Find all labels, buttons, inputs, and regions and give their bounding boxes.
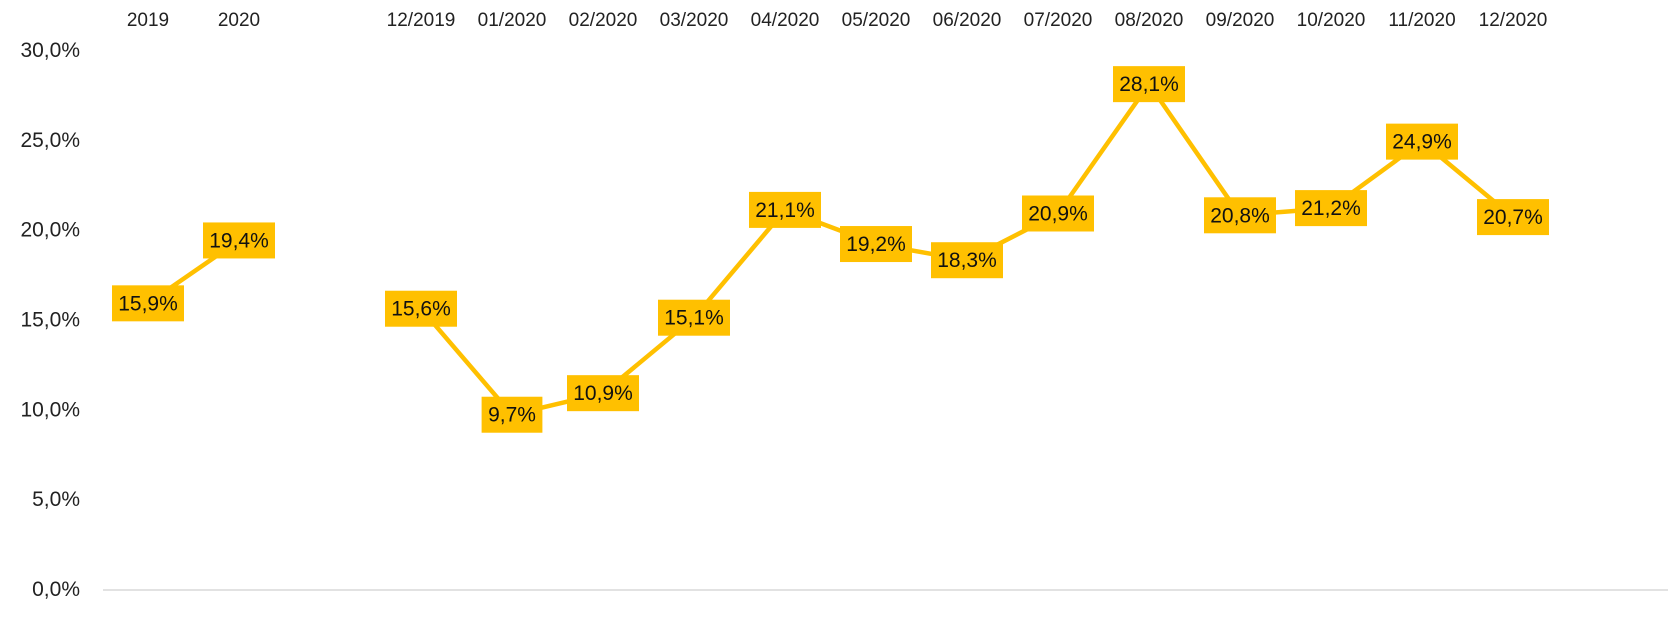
y-tick-label: 0,0% xyxy=(32,578,80,601)
data-label-box xyxy=(1204,197,1276,234)
data-label-box xyxy=(385,290,457,327)
data-label-text: 9,7% xyxy=(488,404,536,427)
data-label: 19,2% xyxy=(840,226,912,263)
data-label-text: 19,4% xyxy=(209,229,269,252)
x-tick-label: 02/2020 xyxy=(569,10,638,31)
data-label-box xyxy=(567,375,639,412)
data-label-box xyxy=(481,396,543,433)
x-tick-label: 07/2020 xyxy=(1024,10,1093,31)
data-label-box xyxy=(1386,123,1458,160)
data-label-text: 15,1% xyxy=(664,307,724,330)
data-label-box xyxy=(1113,66,1185,103)
data-label: 15,1% xyxy=(658,299,730,336)
data-label: 15,6% xyxy=(385,290,457,327)
data-label: 24,9% xyxy=(1386,123,1458,160)
data-label-text: 24,9% xyxy=(1392,131,1452,154)
data-label: 15,9% xyxy=(112,285,184,322)
data-label-box xyxy=(840,226,912,263)
x-tick-label: 03/2020 xyxy=(660,10,729,31)
y-tick-label: 20,0% xyxy=(20,219,80,242)
y-tick-label: 5,0% xyxy=(32,488,80,511)
x-axis: 2019 2020 12/2019 01/2020 02/2020 03/2020 04/2… xyxy=(103,10,1668,591)
data-label-box xyxy=(658,299,730,336)
y-axis: 0,0% 5,0% 10,0% 15,0% 20,0% 25,0% 30,0% xyxy=(20,39,80,601)
data-label-text: 28,1% xyxy=(1119,73,1179,96)
data-label: 21,2% xyxy=(1295,190,1367,227)
x-tick-label: 11/2020 xyxy=(1388,10,1455,31)
data-label-text: 15,9% xyxy=(118,292,178,315)
x-tick-label: 10/2020 xyxy=(1297,10,1366,31)
x-tick-label: 05/2020 xyxy=(842,10,911,31)
data-label: 21,1% xyxy=(749,191,821,228)
data-label-box xyxy=(749,191,821,228)
data-label-text: 21,1% xyxy=(755,199,815,222)
y-tick-label: 30,0% xyxy=(20,39,80,62)
x-tick-label: 2020 xyxy=(218,10,260,31)
x-tick-label: 01/2020 xyxy=(478,10,547,31)
data-label-text: 10,9% xyxy=(573,382,633,405)
data-labels: 15,9% 19,4% 15,6% 9,7% 10,9% 15,1% 21,1% 19,2% 1… xyxy=(112,66,1549,433)
y-tick-label: 25,0% xyxy=(20,129,80,152)
data-label: 20,9% xyxy=(1022,195,1094,232)
y-tick-label: 10,0% xyxy=(20,398,80,421)
data-label-text: 19,2% xyxy=(846,233,906,256)
x-tick-label: 09/2020 xyxy=(1206,10,1275,31)
data-label-box xyxy=(203,222,275,259)
x-tick-label: 2019 xyxy=(127,10,169,31)
data-label-box xyxy=(1295,190,1367,227)
data-label-text: 20,9% xyxy=(1028,202,1088,225)
x-tick-label: 06/2020 xyxy=(933,10,1002,31)
data-label: 19,4% xyxy=(203,222,275,259)
series-lines xyxy=(145,81,1516,417)
data-label-box xyxy=(931,242,1003,279)
data-label-text: 15,6% xyxy=(391,298,451,321)
data-label-box xyxy=(112,285,184,322)
data-label: 10,9% xyxy=(567,375,639,412)
x-tick-label: 12/2020 xyxy=(1479,10,1548,31)
x-tick-label: 08/2020 xyxy=(1115,10,1184,31)
data-label-text: 20,7% xyxy=(1483,206,1543,229)
data-label-box xyxy=(1477,199,1549,236)
y-tick-label: 15,0% xyxy=(20,309,80,332)
data-label-text: 20,8% xyxy=(1210,204,1270,227)
data-label-text: 18,3% xyxy=(937,249,997,272)
x-tick-label: 12/2019 xyxy=(387,10,456,31)
x-tick-label: 04/2020 xyxy=(751,10,820,31)
data-label: 9,7% xyxy=(481,396,543,433)
data-label-box xyxy=(1022,195,1094,232)
data-label: 18,3% xyxy=(931,242,1003,279)
data-label: 20,7% xyxy=(1477,199,1549,236)
data-label-text: 21,2% xyxy=(1301,197,1361,220)
data-label: 28,1% xyxy=(1113,66,1185,103)
data-label: 20,8% xyxy=(1204,197,1276,234)
